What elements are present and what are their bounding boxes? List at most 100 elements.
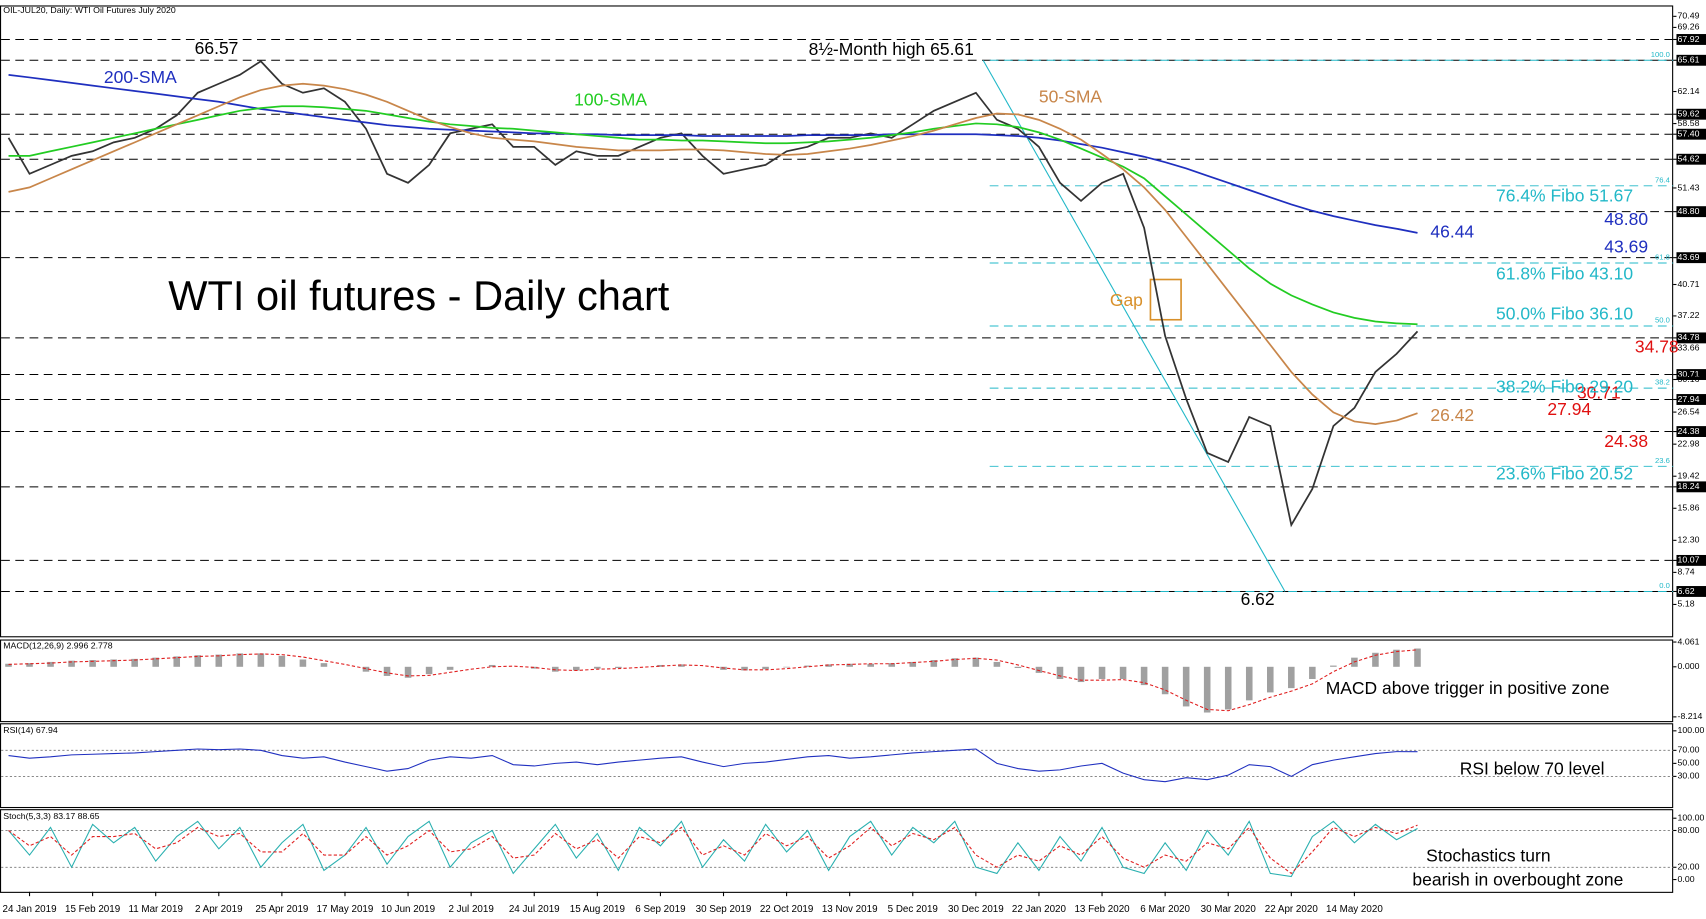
y-tick-label: 100.00 [1678,725,1705,735]
annotation: 50.0% Fibo 36.10 [1496,304,1633,324]
series-line [7,60,1419,528]
macd-bar [1203,666,1211,713]
stoch-annotation: bearish in overbought zone [1412,870,1623,890]
x-tick-label: 25 Apr 2019 [255,904,308,915]
y-tick-label: 100.00 [1678,813,1705,823]
y-tick-label: 26.54 [1678,406,1700,416]
level-tag [1676,54,1706,66]
macd-bar [867,663,874,667]
y-tick-label: 12.30 [1678,535,1700,545]
y-tick-label: 5.18 [1678,599,1695,609]
macd-bar [951,658,959,667]
macd-bar [425,666,433,675]
macd-bar [1098,666,1106,679]
macd-panel [0,639,1674,723]
y-tick-label: 0.000 [1678,661,1700,671]
x-tick-label: 24 Jul 2019 [509,904,560,915]
y-tick-label: 18.24 [1678,481,1700,491]
y-tick-label: 67.92 [1678,34,1700,44]
annotation: 23.6% Fibo 20.52 [1496,464,1633,484]
signal-line [8,649,1418,712]
macd-bar [110,659,117,667]
macd-bar [993,661,1001,667]
macd-bar [362,666,370,672]
macd-bar [1161,666,1169,695]
series-label: 200-SMA [104,67,177,87]
stoch-panel [0,809,1674,893]
x-tick-label: 15 Aug 2019 [570,904,625,915]
price-panel [0,5,1674,638]
fibo-trend [982,60,1286,592]
macd-annotation: MACD above trigger in positive zone [1326,678,1610,698]
macd-bar [1309,666,1316,679]
series-line [8,824,1418,875]
macd-bar [278,655,286,667]
annotation: 61.8% Fibo 43.10 [1496,264,1633,284]
macd-bar [5,663,12,667]
y-tick-label: 70.00 [1678,745,1700,755]
y-tick-label: 48.80 [1678,206,1700,216]
macd-bar [1414,648,1421,667]
rsi-header: RSI(14) 67.94 [3,725,58,735]
y-tick-label: 4.061 [1678,636,1700,646]
level-tag [1676,128,1706,140]
x-tick-label: 6 Sep 2019 [635,904,685,915]
macd-bar [825,664,832,667]
macd-bar [68,660,75,667]
level-tag [1676,481,1706,493]
macd-bar [257,653,265,667]
x-tick-label: 2 Apr 2019 [195,904,243,915]
level-tag [1676,252,1706,264]
macd-bar [741,666,748,671]
annotation: 76.4% Fibo 51.67 [1496,185,1633,205]
fibo-level-label: 50.0 [1655,316,1670,325]
macd-bar [615,666,622,669]
y-tick-label: 69.26 [1678,22,1700,32]
annotation: Gap [1110,290,1143,310]
y-tick-label: 40.71 [1678,279,1700,289]
macd-bar [678,664,685,667]
y-tick-label: 50.00 [1678,758,1700,768]
x-tick-label: 30 Sep 2019 [696,904,752,915]
x-tick-label: 14 May 2020 [1326,904,1383,915]
annotation: 66.57 [195,38,239,58]
y-tick-label: 15.86 [1678,503,1700,513]
macd-bar [846,663,853,667]
stoch-header: Stoch(5,3,3) 83.17 88.65 [3,811,99,821]
macd-bar [573,666,580,671]
macd-header: MACD(12,26,9) 2.996 2.778 [3,640,113,650]
macd-bar [1330,665,1337,667]
x-tick-label: 15 Feb 2019 [65,904,120,915]
x-tick-label: 2 Jul 2019 [448,904,493,915]
macd-bar [1077,666,1085,683]
fibo-level-label: 100.0 [1651,50,1670,59]
y-tick-label: 22.98 [1678,438,1700,448]
macd-bar [383,666,391,676]
macd-bar [551,666,559,672]
macd-bar [1119,666,1127,679]
y-tick-label: 30.71 [1678,369,1700,379]
level-tag [1676,426,1706,437]
annotation: 8½-Month high 65.61 [809,39,974,59]
annotation: 30.71 [1577,383,1621,403]
x-tick-label: 22 Jan 2020 [1012,904,1067,915]
macd-bar [26,663,33,667]
macd-bar [152,657,159,667]
y-tick-label: 54.62 [1678,154,1700,164]
y-tick-label: 62.14 [1678,86,1700,96]
macd-bar [972,657,980,667]
level-tag [1676,206,1706,218]
fibo-level-label: 38.2 [1655,378,1670,387]
level-tag [1676,586,1706,597]
annotation: 48.80 [1604,209,1648,229]
annotation: 26.42 [1430,405,1474,425]
macd-bar [89,660,96,667]
level-tag [1676,394,1706,405]
macd-bar [1288,666,1295,689]
macd-bar [320,663,328,667]
macd-bar [530,666,538,669]
y-tick-label: 24.38 [1678,426,1700,436]
macd-bar [299,659,307,667]
y-tick-label: 30.00 [1678,771,1700,781]
